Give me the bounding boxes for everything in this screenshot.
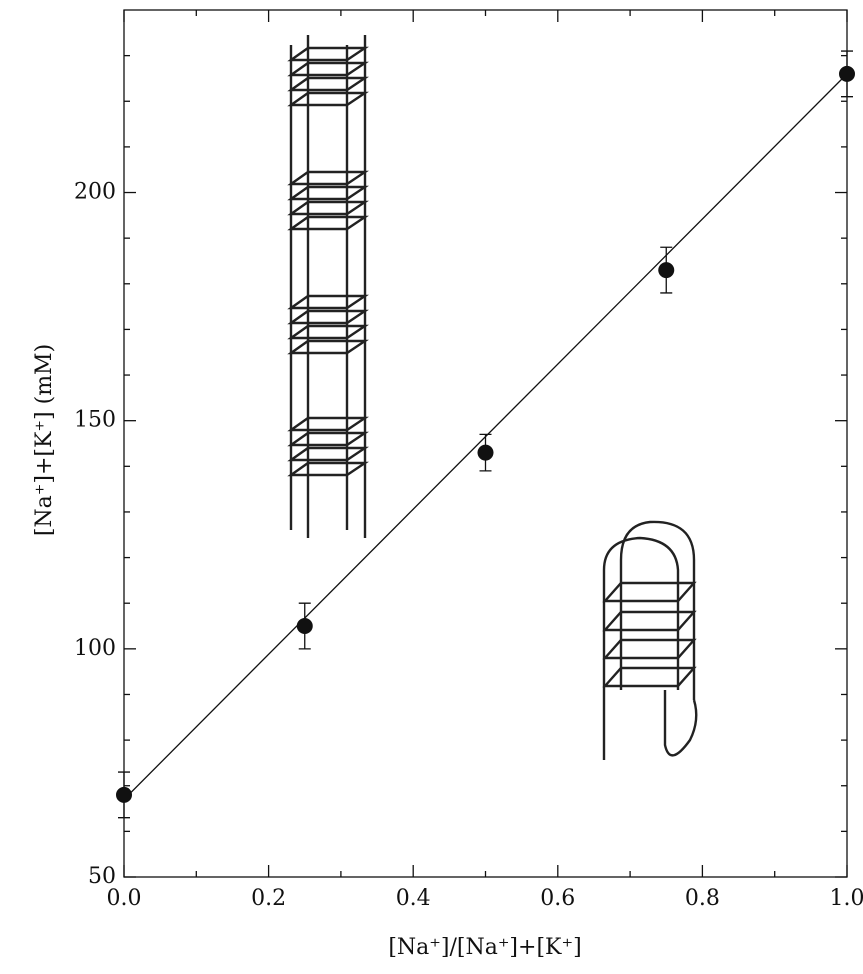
illustration-stroke bbox=[605, 612, 694, 630]
illustration-stroke bbox=[291, 463, 365, 475]
data-point bbox=[297, 618, 313, 634]
illustration-stroke bbox=[291, 326, 365, 338]
data-point bbox=[478, 445, 494, 461]
y-tick-label: 50 bbox=[88, 864, 116, 889]
illustration-stroke bbox=[605, 668, 694, 686]
illustration-stroke bbox=[291, 418, 365, 430]
data-point bbox=[116, 787, 132, 803]
illustration-stroke bbox=[605, 583, 694, 601]
illustration-stroke bbox=[291, 172, 365, 184]
x-tick-label: 0.6 bbox=[540, 886, 575, 911]
illustration-stroke bbox=[291, 63, 365, 75]
x-tick-label: 0.4 bbox=[396, 886, 431, 911]
illustration-stroke bbox=[291, 433, 365, 445]
illustration-stroke bbox=[291, 311, 365, 323]
data-point bbox=[839, 66, 855, 82]
illustration-stroke bbox=[665, 690, 696, 755]
x-tick-label: 0.0 bbox=[107, 886, 142, 911]
chart: [Na⁺]+[K⁺] (mM) [Na⁺]/[Na⁺]+[K⁺] 0.0 0.2 0… bbox=[0, 0, 863, 974]
illustration-stroke bbox=[291, 217, 365, 229]
illustration-stroke bbox=[291, 48, 365, 60]
illustration-stroke bbox=[291, 78, 365, 90]
illustration-stroke bbox=[291, 187, 365, 199]
illustration-stroke bbox=[291, 93, 365, 105]
data-point bbox=[658, 262, 674, 278]
x-tick-label: 1.0 bbox=[830, 886, 863, 911]
x-tick-label: 0.8 bbox=[685, 886, 720, 911]
illustration-stroke bbox=[605, 640, 694, 658]
y-tick-label: 200 bbox=[74, 180, 116, 205]
illustration-stroke bbox=[291, 202, 365, 214]
y-tick-label: 100 bbox=[74, 636, 116, 661]
x-tick-label: 0.2 bbox=[251, 886, 286, 911]
illustration-stroke bbox=[291, 341, 365, 353]
illustration-stroke bbox=[291, 296, 365, 308]
illustration-stroke bbox=[291, 448, 365, 460]
y-axis-label: [Na⁺]+[K⁺] (mM) bbox=[32, 344, 57, 536]
y-tick-label: 150 bbox=[74, 408, 116, 433]
quadruplex-illustrations bbox=[291, 35, 696, 760]
illustration-stroke bbox=[604, 538, 678, 760]
x-axis-label: [Na⁺]/[Na⁺]+[K⁺] bbox=[388, 935, 581, 960]
